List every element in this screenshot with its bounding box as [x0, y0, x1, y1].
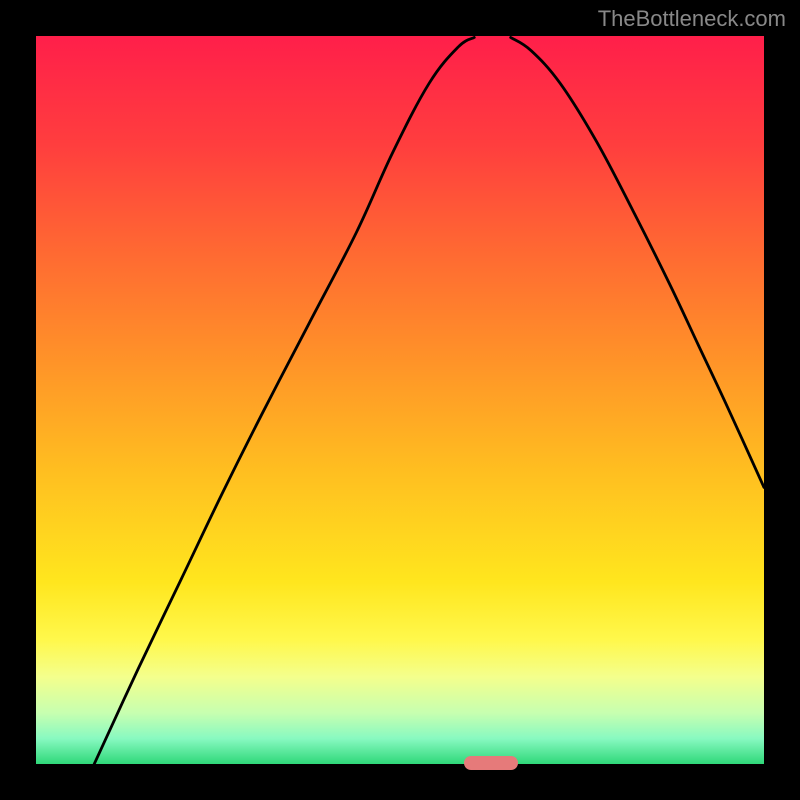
optimal-marker: [464, 756, 518, 770]
chart-container: TheBottleneck.com: [0, 0, 800, 800]
watermark-text: TheBottleneck.com: [598, 6, 786, 32]
plot-area: [36, 36, 764, 764]
bottleneck-curve: [36, 36, 764, 764]
curve-right-branch: [511, 37, 764, 487]
curve-left-branch: [94, 37, 474, 764]
